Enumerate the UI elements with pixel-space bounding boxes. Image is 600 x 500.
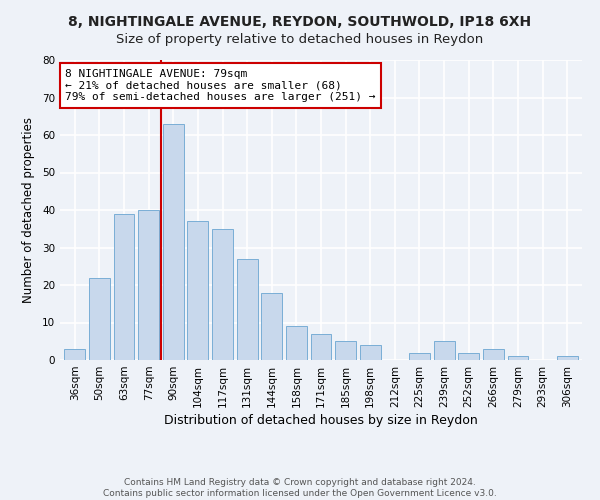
Text: 8, NIGHTINGALE AVENUE, REYDON, SOUTHWOLD, IP18 6XH: 8, NIGHTINGALE AVENUE, REYDON, SOUTHWOLD… [68, 15, 532, 29]
Bar [187, 221, 208, 360]
Text: Contains HM Land Registry data © Crown copyright and database right 2024.
Contai: Contains HM Land Registry data © Crown c… [103, 478, 497, 498]
X-axis label: Distribution of detached houses by size in Reydon: Distribution of detached houses by size … [164, 414, 478, 427]
Bar [261, 292, 282, 360]
Bar [212, 229, 233, 360]
Bar [311, 334, 331, 360]
Bar [236, 259, 257, 360]
Bar [360, 345, 381, 360]
Bar [409, 352, 430, 360]
Bar [113, 214, 134, 360]
Bar [64, 349, 85, 360]
Y-axis label: Number of detached properties: Number of detached properties [22, 117, 35, 303]
Bar [508, 356, 529, 360]
Text: Size of property relative to detached houses in Reydon: Size of property relative to detached ho… [116, 32, 484, 46]
Text: 8 NIGHTINGALE AVENUE: 79sqm
← 21% of detached houses are smaller (68)
79% of sem: 8 NIGHTINGALE AVENUE: 79sqm ← 21% of det… [65, 69, 376, 102]
Bar [335, 341, 356, 360]
Bar [458, 352, 479, 360]
Bar [286, 326, 307, 360]
Bar [163, 124, 184, 360]
Bar [89, 278, 110, 360]
Bar [138, 210, 159, 360]
Bar [434, 341, 455, 360]
Bar [557, 356, 578, 360]
Bar [483, 349, 504, 360]
